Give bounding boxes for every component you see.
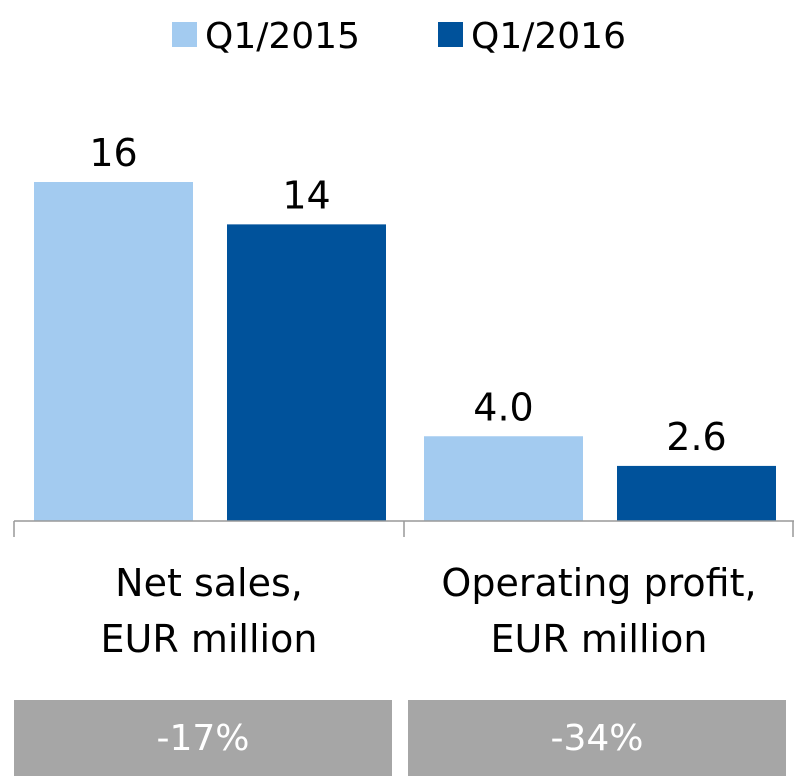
change-badge: -17% [14, 700, 392, 776]
x-tick-label: Operating profit, EUR million [441, 561, 757, 661]
value-label: 4.0 [473, 385, 533, 429]
legend-label: Q1/2016 [471, 16, 626, 57]
change-badge: -34% [408, 700, 786, 776]
value-label: 2.6 [666, 415, 726, 459]
bar [617, 465, 776, 521]
value-label: 14 [282, 173, 330, 217]
value-label: 16 [89, 131, 137, 175]
x-tick-label: Net sales, EUR million [100, 561, 318, 661]
bar [227, 224, 386, 521]
legend-label: Q1/2015 [205, 16, 360, 57]
legend-swatch [172, 22, 197, 47]
bar [34, 182, 193, 521]
legend-swatch [438, 22, 463, 47]
bar [424, 436, 583, 521]
